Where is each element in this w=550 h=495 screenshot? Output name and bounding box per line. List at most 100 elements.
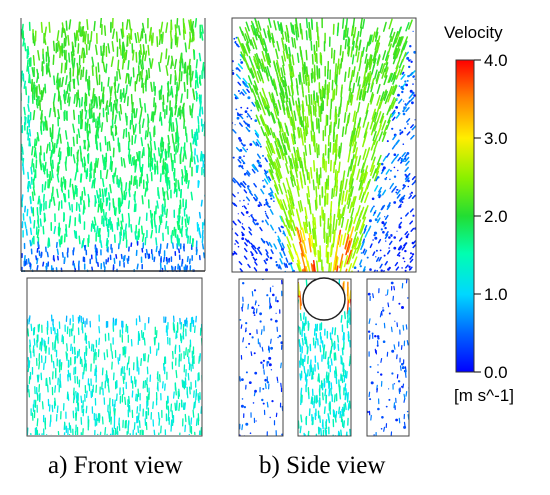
velocity-vector	[81, 405, 83, 414]
velocity-vector	[300, 414, 303, 423]
velocity-vector	[325, 421, 328, 430]
velocity-vector	[408, 194, 413, 199]
velocity-vector	[395, 58, 401, 70]
velocity-vector	[61, 43, 64, 54]
velocity-vector	[372, 168, 377, 179]
velocity-vector	[237, 192, 239, 194]
velocity-vector	[376, 94, 381, 106]
velocity-vector	[336, 205, 340, 218]
velocity-vector	[59, 133, 62, 144]
velocity-vector	[406, 410, 409, 413]
velocity-vector	[398, 221, 403, 226]
velocity-vector	[344, 27, 348, 38]
velocity-vector	[391, 84, 397, 95]
velocity-vector	[390, 326, 393, 333]
velocity-vector	[329, 159, 332, 172]
velocity-vector	[382, 124, 388, 136]
velocity-vector	[289, 157, 294, 169]
velocity-vector	[176, 234, 180, 243]
velocity-vector	[86, 19, 89, 31]
velocity-vector	[340, 216, 345, 228]
velocity-vector	[159, 173, 162, 183]
velocity-vector	[390, 281, 394, 285]
velocity-vector	[378, 256, 382, 262]
velocity-vector	[101, 52, 104, 64]
velocity-vector	[274, 319, 278, 323]
velocity-vector	[111, 223, 114, 232]
velocity-vector	[158, 61, 161, 72]
velocity-vector	[281, 132, 286, 144]
velocity-vector	[403, 244, 406, 247]
velocity-vector	[261, 220, 264, 223]
velocity-vector	[32, 163, 35, 173]
velocity-vector	[57, 109, 61, 120]
velocity-vector	[300, 160, 304, 172]
velocity-vector	[149, 131, 152, 141]
velocity-vector	[86, 118, 89, 129]
velocity-vector	[404, 249, 407, 253]
velocity-vector	[271, 36, 275, 48]
velocity-vector	[27, 258, 30, 265]
velocity-vector	[170, 265, 174, 272]
velocity-vector	[258, 34, 263, 45]
velocity-vector	[304, 144, 308, 156]
velocity-vector	[251, 253, 254, 257]
velocity-vector	[157, 147, 161, 157]
velocity-vector	[146, 173, 149, 184]
velocity-vector	[363, 76, 367, 88]
velocity-vector	[343, 311, 346, 320]
velocity-vector	[288, 63, 292, 76]
velocity-vector	[84, 109, 88, 120]
velocity-vector	[112, 198, 115, 208]
velocity-vector	[280, 341, 283, 345]
velocity-vector	[373, 205, 375, 208]
velocity-vector	[269, 302, 272, 307]
colorbar: Velocity 4.0 3.0 2.0 1.0 0.0 [m s^-1]	[444, 23, 514, 405]
colorbar-tick-label: 1.0	[484, 285, 508, 304]
velocity-vector	[411, 194, 416, 200]
velocity-vector	[379, 115, 385, 127]
velocity-vector	[247, 187, 252, 193]
velocity-vector	[362, 157, 367, 169]
velocity-vector	[256, 153, 261, 159]
velocity-vector	[202, 252, 205, 259]
velocity-vector	[178, 388, 181, 397]
velocity-vector	[373, 112, 379, 123]
velocity-vector	[193, 325, 196, 334]
velocity-vector	[254, 85, 259, 96]
velocity-vector	[277, 148, 282, 159]
velocity-vector	[291, 94, 295, 106]
velocity-vector	[153, 337, 156, 346]
velocity-vector	[400, 157, 403, 160]
velocity-vector	[260, 114, 266, 125]
velocity-vector	[172, 391, 175, 399]
velocity-vector	[237, 63, 244, 70]
velocity-vector	[401, 306, 404, 309]
velocity-vector	[251, 63, 257, 75]
velocity-vector	[346, 27, 349, 38]
velocity-vector	[393, 166, 396, 169]
velocity-vector	[244, 242, 248, 247]
velocity-vector	[263, 259, 267, 265]
velocity-vector	[375, 249, 378, 252]
velocity-vector	[264, 383, 267, 389]
velocity-vector	[289, 170, 294, 182]
velocity-vector	[392, 185, 397, 191]
velocity-vector	[315, 186, 318, 198]
velocity-vector	[339, 253, 344, 269]
velocity-vector	[379, 249, 382, 252]
velocity-vector	[291, 65, 295, 77]
velocity-vector	[305, 49, 308, 61]
velocity-vector	[180, 335, 183, 344]
velocity-vector	[241, 378, 244, 381]
velocity-vector	[295, 251, 301, 265]
velocity-vector	[125, 19, 129, 30]
front-lower-velocity-field	[27, 314, 202, 435]
velocity-vector	[144, 33, 147, 44]
velocity-vector	[243, 172, 247, 176]
velocity-vector	[179, 109, 182, 120]
velocity-vector	[259, 320, 262, 323]
velocity-vector	[269, 194, 272, 197]
velocity-vector	[288, 46, 292, 57]
velocity-vector	[254, 129, 260, 137]
